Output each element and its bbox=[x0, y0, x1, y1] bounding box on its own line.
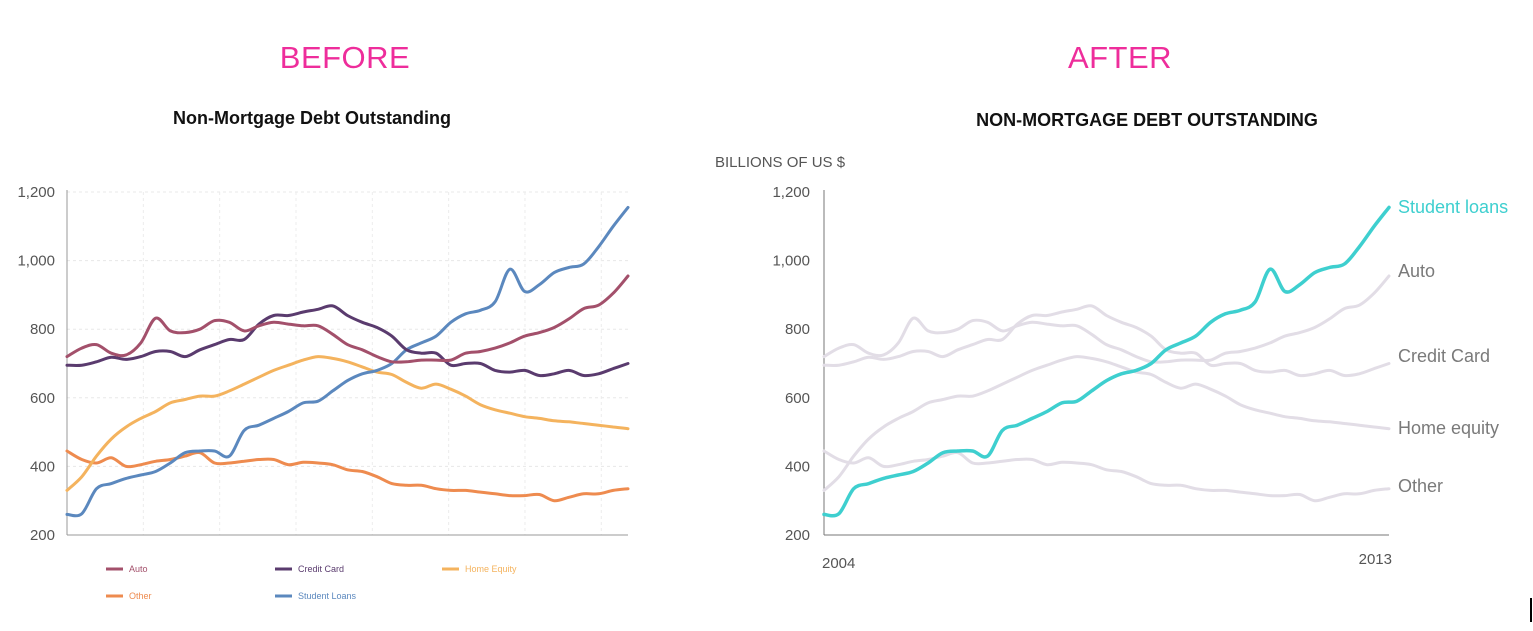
after-chart-title: NON-MORTGAGE DEBT OUTSTANDING bbox=[976, 110, 1318, 130]
legend-label: Auto bbox=[129, 564, 148, 574]
before-y-tick-label: 1,000 bbox=[17, 253, 55, 270]
before-chart-title: Non-Mortgage Debt Outstanding bbox=[173, 108, 451, 128]
before-y-tick-label: 400 bbox=[30, 458, 55, 475]
before-y-tick-label: 800 bbox=[30, 321, 55, 338]
after-y-tick-label: 200 bbox=[785, 527, 810, 544]
after-y-tick-label: 800 bbox=[785, 321, 810, 338]
after-series-line-home-equity bbox=[822, 355, 1391, 492]
before-legend-item-credit-card: Credit Card bbox=[275, 564, 344, 574]
before-series-line-other bbox=[65, 449, 630, 503]
before-y-tick-label: 1,200 bbox=[17, 184, 55, 201]
before-y-tick-label: 200 bbox=[30, 527, 55, 544]
before-series-line-home-equity bbox=[65, 355, 630, 492]
legend-label: Home Equity bbox=[465, 564, 517, 574]
after-series-line-other bbox=[822, 449, 1391, 503]
after-label: AFTER bbox=[1067, 40, 1173, 75]
legend-label: Credit Card bbox=[298, 564, 344, 574]
before-y-tick-label: 600 bbox=[30, 390, 55, 407]
before-series-line-student-loans bbox=[65, 205, 630, 518]
legend-label: Student Loans bbox=[298, 591, 357, 601]
after-end-label-student-loans: Student loans bbox=[1398, 197, 1508, 217]
after-chart: 200 400 600 800 1,000 1,200 2004 2013 Student lo… bbox=[772, 184, 1508, 572]
before-series-line-auto bbox=[65, 274, 630, 364]
legend-label: Other bbox=[129, 591, 152, 601]
after-y-tick-label: 600 bbox=[785, 390, 810, 407]
after-y-tick-label: 400 bbox=[785, 458, 810, 475]
after-y-tick-label: 1,200 bbox=[772, 184, 810, 201]
after-series-line-credit-card bbox=[822, 304, 1391, 378]
before-legend-item-other: Other bbox=[106, 591, 152, 601]
after-x-tick-label: 2013 bbox=[1359, 551, 1392, 568]
after-end-label-home-equity: Home equity bbox=[1398, 418, 1499, 438]
before-legend-item-auto: Auto bbox=[106, 564, 148, 574]
before-legend-item-home-equity: Home Equity bbox=[442, 564, 517, 574]
after-end-label-credit-card: Credit Card bbox=[1398, 346, 1490, 366]
after-end-label-other: Other bbox=[1398, 476, 1443, 496]
text-cursor bbox=[1530, 598, 1532, 622]
before-legend-item-student-loans: Student Loans bbox=[275, 591, 357, 601]
before-chart: 200 400 600 800 1,000 1,200 Auto Credit Card Hom… bbox=[17, 184, 630, 601]
after-y-tick-label: 1,000 bbox=[772, 253, 810, 270]
before-series-line-credit-card bbox=[65, 304, 630, 378]
after-series-line-auto bbox=[822, 274, 1391, 364]
after-end-label-auto: Auto bbox=[1398, 261, 1435, 281]
after-series-line-student-loans bbox=[822, 205, 1391, 518]
after-x-tick-label: 2004 bbox=[822, 555, 855, 572]
before-label: BEFORE bbox=[279, 40, 411, 75]
after-y-unit-label: BILLIONS OF US $ bbox=[715, 154, 846, 171]
